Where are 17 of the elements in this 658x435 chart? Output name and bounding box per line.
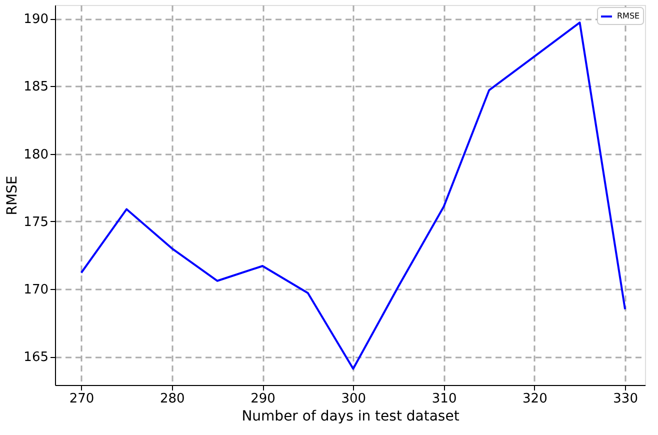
x-tick-label: 330 bbox=[613, 392, 638, 406]
x-tick-label: 300 bbox=[341, 392, 366, 406]
x-tick-label: 280 bbox=[160, 392, 185, 406]
line-series bbox=[80, 22, 626, 370]
y-tick-label: 170 bbox=[24, 282, 48, 298]
y-tick-label: 190 bbox=[24, 12, 48, 28]
x-tick-label: 310 bbox=[432, 392, 457, 406]
y-tick-label: 165 bbox=[24, 350, 48, 366]
y-axis-title: RMSE bbox=[4, 176, 21, 216]
x-axis-title: Number of days in test dataset bbox=[242, 408, 460, 424]
x-tick-label: 320 bbox=[522, 392, 548, 406]
y-tick-label: 175 bbox=[24, 214, 48, 230]
x-tick-label: 270 bbox=[69, 392, 94, 406]
y-tick-label: 180 bbox=[24, 147, 48, 162]
y-tick-label: 185 bbox=[24, 80, 48, 95]
legend-label: RMSE bbox=[617, 12, 640, 20]
x-tick-label: 290 bbox=[250, 392, 276, 406]
